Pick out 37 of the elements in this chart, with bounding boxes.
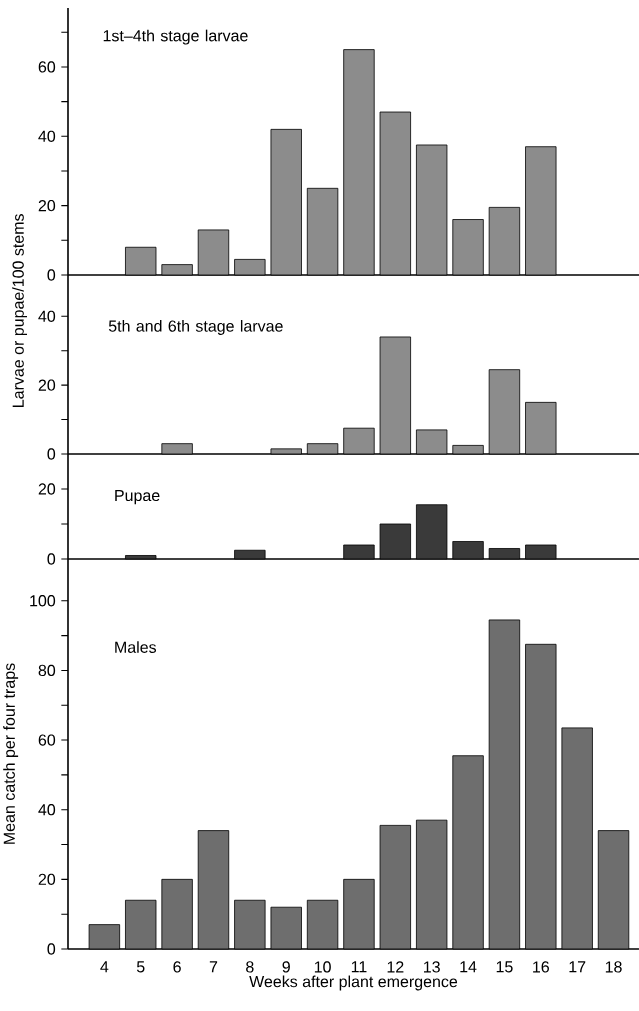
text: 1st–4th stage larvae (103, 29, 248, 45)
y-tick-label: 0 (47, 448, 56, 460)
x-tick-label: 15 (496, 961, 513, 973)
y-tick-label: 20 (38, 483, 56, 495)
x-tick-label: 14 (460, 961, 477, 973)
y-tick-label: 60 (38, 734, 56, 746)
x-tick-label: 13 (424, 961, 440, 973)
x-tick-label: 18 (605, 961, 622, 973)
x-tick-label: 16 (533, 961, 549, 973)
y-tick-label: 0 (47, 269, 56, 281)
x-tick-label: 5 (136, 961, 145, 973)
y-tick-label: 80 (38, 664, 56, 677)
x-tick-label: 7 (209, 961, 218, 973)
x-tick-label: 10 (314, 961, 331, 973)
y-tick-label: 100 (30, 595, 56, 607)
y-tick-label: 40 (38, 804, 56, 816)
y-tick-label: 20 (38, 379, 56, 391)
y-tick-label: 60 (38, 61, 56, 73)
y-tick-label: 40 (38, 130, 56, 142)
text: Pupae (115, 489, 160, 505)
x-tick-label: 6 (173, 961, 181, 973)
x-tick-label: 4 (100, 961, 109, 973)
y-axis-title: Mean catch per four traps (3, 663, 19, 844)
y-tick-label: 0 (47, 943, 56, 955)
y-tick-label: 40 (38, 310, 56, 322)
x-tick-label: 11 (351, 961, 367, 973)
x-axis-title: Weeks after plant emergence (249, 975, 458, 991)
x-tick-label: 8 (246, 961, 254, 973)
y-axis-title: Larvae or pupae/100 stems (12, 214, 28, 407)
x-tick-label: 9 (282, 961, 290, 973)
y-tick-label: 20 (38, 873, 56, 885)
text: Males (115, 641, 157, 653)
y-tick-label: 20 (38, 199, 56, 212)
x-tick-label: 12 (387, 961, 404, 973)
y-tick-label: 0 (47, 553, 56, 565)
text: 5th and 6th stage larvae (108, 320, 283, 335)
x-tick-label: 17 (569, 961, 586, 973)
